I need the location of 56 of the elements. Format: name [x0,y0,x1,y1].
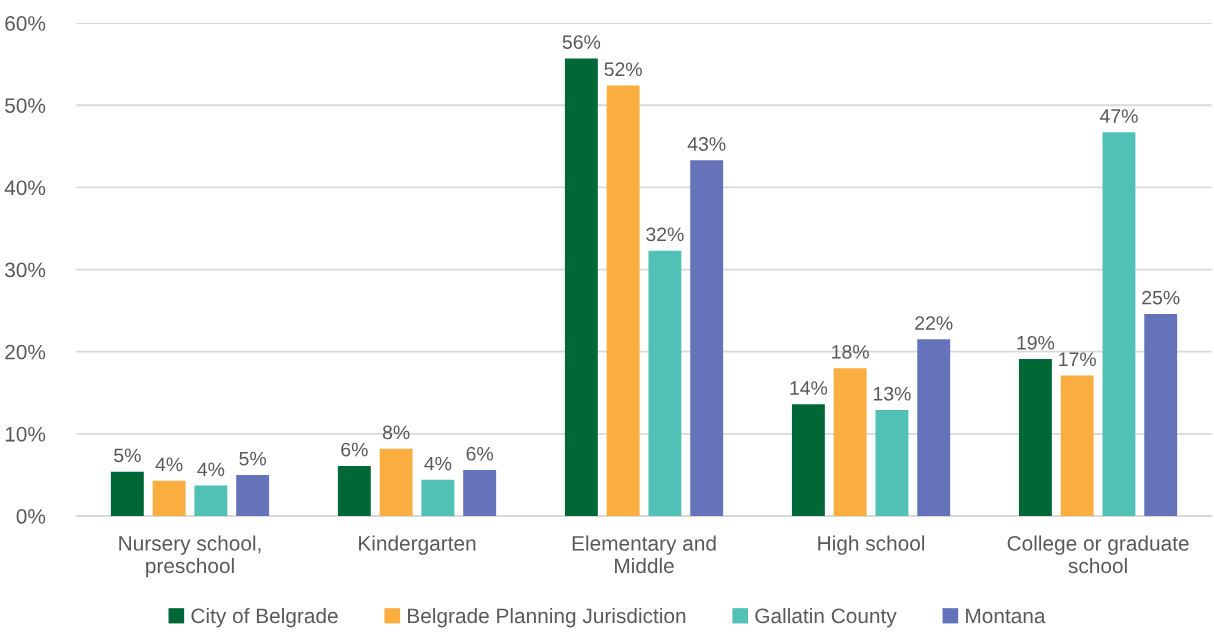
bar [1060,375,1094,517]
bar [463,470,497,517]
data-label: 32% [646,227,684,242]
y-tick-label: 0% [16,509,46,524]
bar [833,368,867,517]
data-label: 17% [1059,352,1096,367]
legend-label: Belgrade Planning Jurisdiction [408,607,686,628]
bar [564,58,598,517]
bar [1102,132,1136,517]
bar [875,410,909,517]
x-tick-label: High school [818,535,925,555]
y-tick-label: 60% [5,16,46,31]
data-label: 18% [832,344,869,359]
legend-label: Montana [966,608,1046,624]
bar [1144,313,1178,517]
legend-label: Gallatin County [755,607,897,628]
data-label: 8% [382,425,410,440]
y-tick-label: 30% [5,262,46,278]
data-label: 6% [466,446,494,461]
y-tick-label: 10% [5,426,46,442]
data-label: 22% [915,316,953,330]
data-label: 52% [604,62,642,77]
x-tick-label: College or graduate school [1007,535,1189,574]
bar [648,250,682,517]
bar [379,448,413,517]
bar [236,474,270,517]
bar [152,480,186,517]
x-tick-label: Elementary and Middle [572,535,716,574]
bar [690,160,724,517]
x-tick-label: Nursery school, preschool [119,535,261,578]
data-label: 4% [424,456,452,471]
bar [791,404,825,517]
data-label: 4% [197,462,225,477]
bar [110,471,144,517]
bar [606,85,640,517]
bar [1018,359,1052,517]
data-label: 13% [873,386,911,401]
data-label: 6% [341,442,368,457]
bar [917,339,951,517]
data-label: 43% [687,137,726,151]
data-label: 14% [790,381,828,395]
bar [337,465,371,517]
data-label: 47% [1099,109,1138,123]
data-label: 5% [114,448,141,463]
y-tick-label: 20% [5,344,46,360]
data-label: 19% [1017,335,1055,350]
y-tick-label: 50% [5,98,46,113]
y-tick-label: 40% [4,180,46,196]
data-label: 5% [239,451,267,466]
bar [194,485,228,517]
bar [421,479,455,517]
legend-label: City of Belgrade [191,607,338,628]
x-tick-label: Kindergarten [359,535,476,555]
data-label: 25% [1142,290,1180,305]
data-label: 56% [562,35,601,49]
data-label: 4% [155,457,183,472]
